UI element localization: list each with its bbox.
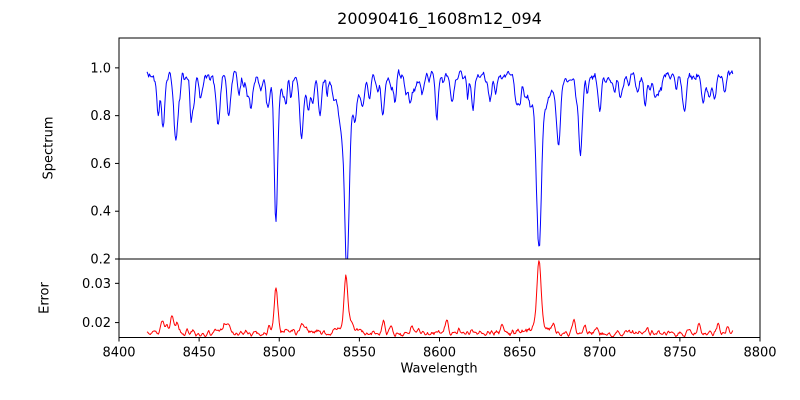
x-tick-label: 8550 [343,346,376,361]
x-axis-label: Wavelength [400,361,478,377]
x-tick-label: 8800 [743,346,776,361]
x-tick-label: 8600 [423,346,456,361]
x-tick-label: 8750 [663,346,696,361]
error-panel-border [118,258,761,338]
spectrum-series-line [146,69,734,259]
x-tick-label: 8700 [583,346,616,361]
spectrum-y-tick-label: 0.4 [90,205,111,220]
x-tick-label: 8650 [503,346,536,361]
chart-title: 20090416_1608m12_094 [337,9,542,28]
spectrum-y-tick-label: 0.8 [90,109,111,124]
spectrum-y-tick-label: 0.2 [90,253,111,268]
error-y-tick-label: 0.03 [82,277,111,292]
spectrum-y-tick-label: 0.6 [90,157,111,172]
x-tick-label: 8500 [263,346,296,361]
spectrum-panel-border [118,37,761,260]
error-series-line [146,260,734,338]
spectrum-y-tick-label: 1.0 [90,61,111,76]
x-tick-label: 8400 [102,346,135,361]
x-tick-label: 8450 [183,346,216,361]
error-y-tick-label: 0.02 [82,316,111,331]
